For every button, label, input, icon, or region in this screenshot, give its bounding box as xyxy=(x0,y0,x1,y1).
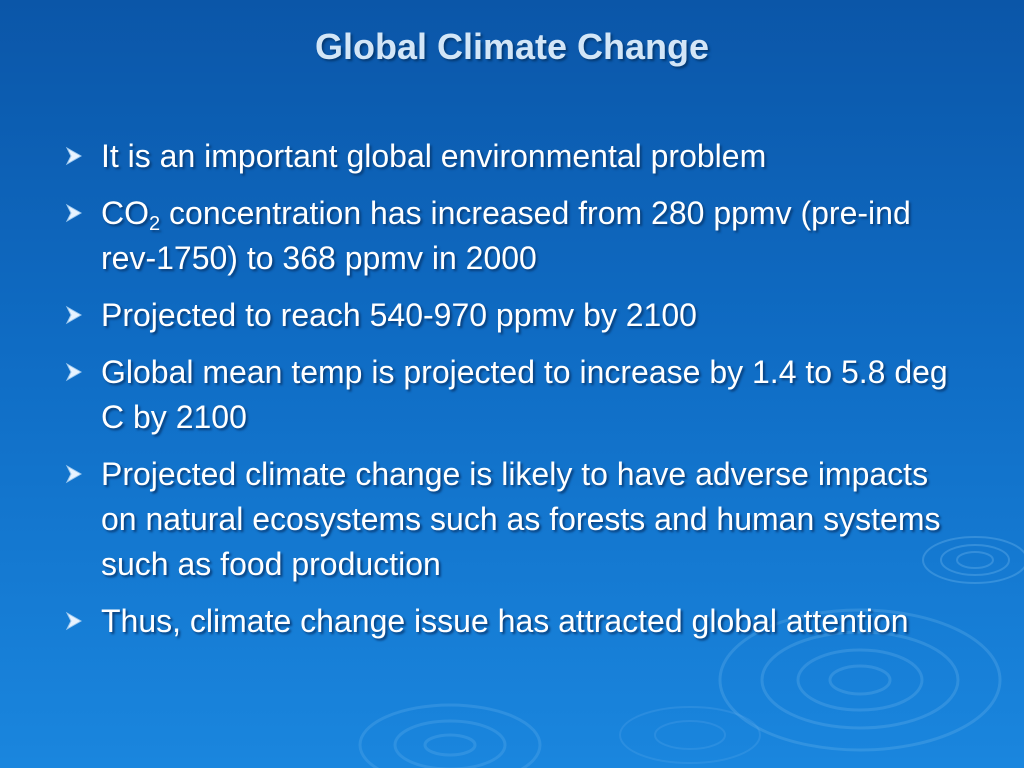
chevron-right-arrowhead-icon xyxy=(65,203,83,223)
bullet-text: Projected to reach 540-970 ppmv by 2100 xyxy=(101,297,697,333)
list-item: Projected climate change is likely to ha… xyxy=(64,452,964,587)
bullet-text: It is an important global environmental … xyxy=(101,138,767,174)
list-item: CO2 concentration has increased from 280… xyxy=(64,191,964,281)
list-item: It is an important global environmental … xyxy=(64,134,964,179)
bullet-text: Projected climate change is likely to ha… xyxy=(101,456,941,582)
bullet-text-subscript: 2 xyxy=(149,213,161,235)
bullet-text: concentration has increased from 280 ppm… xyxy=(101,195,911,276)
chevron-right-arrowhead-icon xyxy=(65,305,83,325)
bullet-text: Global mean temp is projected to increas… xyxy=(101,354,948,435)
list-item: Thus, climate change issue has attracted… xyxy=(64,599,964,644)
chevron-right-arrowhead-icon xyxy=(65,362,83,382)
chevron-right-arrowhead-icon xyxy=(65,146,83,166)
bullet-text: Thus, climate change issue has attracted… xyxy=(101,603,909,639)
slide-title: Global Climate Change xyxy=(314,26,710,67)
bullet-text-prefix: CO xyxy=(101,195,149,231)
list-item: Global mean temp is projected to increas… xyxy=(64,350,964,440)
chevron-right-arrowhead-icon xyxy=(65,611,83,631)
chevron-right-arrowhead-icon xyxy=(65,464,83,484)
list-item: Projected to reach 540-970 ppmv by 2100 xyxy=(64,293,964,338)
bullet-list: It is an important global environmental … xyxy=(64,134,964,656)
